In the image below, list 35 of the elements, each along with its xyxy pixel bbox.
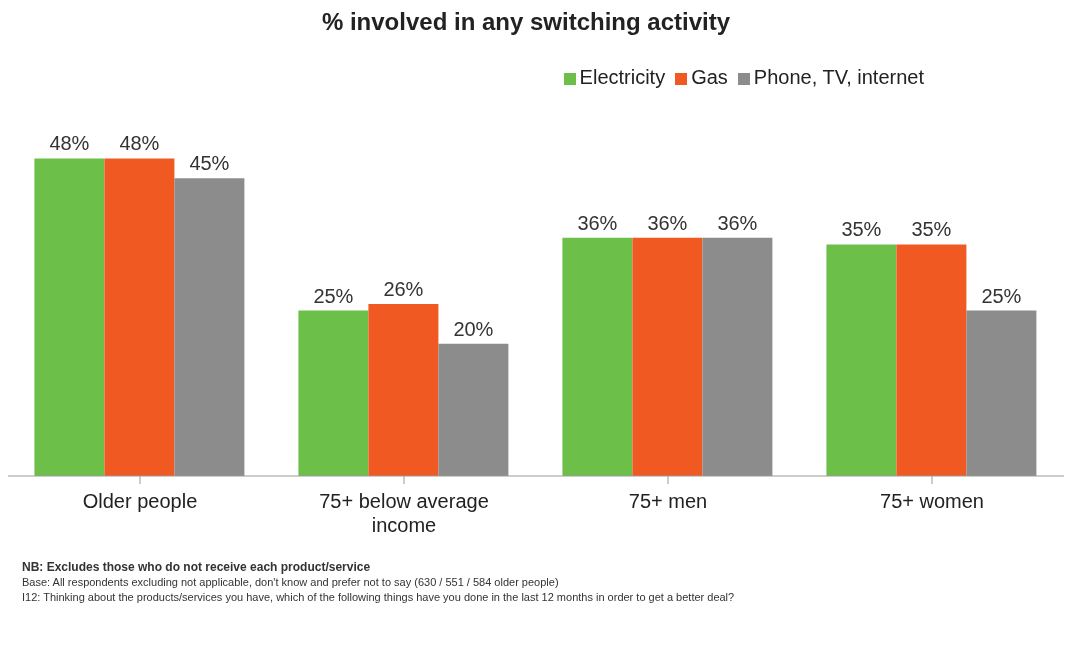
data-label: 45%	[189, 152, 230, 175]
bar	[702, 237, 773, 476]
bar	[966, 310, 1037, 476]
bar	[438, 343, 509, 476]
data-label: 25%	[313, 284, 354, 307]
bar	[632, 237, 703, 476]
bar	[104, 158, 175, 476]
data-label: 26%	[383, 277, 424, 300]
legend-label: Electricity	[579, 66, 666, 88]
legend-label: Gas	[691, 66, 728, 88]
data-label: 25%	[981, 284, 1022, 307]
legend-label: Phone, TV, internet	[753, 66, 924, 88]
x-tick-label: 75+ women	[880, 490, 984, 512]
x-tick-label: Older people	[82, 490, 198, 512]
bar	[298, 310, 369, 476]
data-label: 36%	[717, 211, 758, 234]
bar	[368, 303, 439, 476]
chart-title: % involved in any switching activity	[320, 8, 732, 36]
bar	[896, 244, 967, 476]
data-label: 35%	[841, 218, 882, 241]
x-tick-label: 75+ below average income	[319, 490, 489, 536]
x-tick-label: 75+ men	[628, 490, 708, 512]
bar	[562, 237, 633, 476]
bar	[34, 158, 105, 476]
bar	[826, 244, 897, 476]
text: I12: Thinking about the products/services you have, which of the following things have you done in the last 12 months in order to get a better deal?	[22, 590, 736, 605]
data-label: 35%	[911, 218, 952, 241]
data-label: 48%	[119, 132, 160, 155]
bar	[174, 178, 245, 476]
data-label: 36%	[577, 211, 618, 234]
data-label: 36%	[647, 211, 688, 234]
data-label: 48%	[49, 132, 90, 155]
text: Base: All respondents excluding not applicable, don't know and prefer not to say (630 / 551 / 584 older people)	[22, 575, 560, 590]
data-label: 20%	[453, 317, 494, 340]
text: NB: Excludes those who do not receive each product/service	[22, 560, 372, 575]
